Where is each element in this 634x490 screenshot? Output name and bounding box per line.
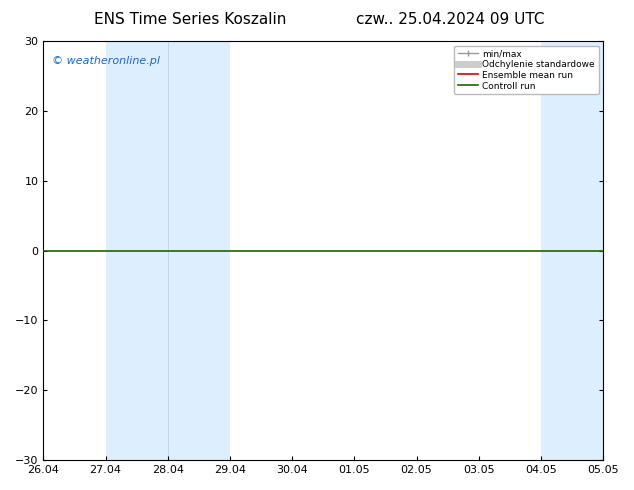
Bar: [541, 41, 603, 460]
Legend: min/max, Odchylenie standardowe, Ensemble mean run, Controll run: min/max, Odchylenie standardowe, Ensembl…: [455, 46, 598, 94]
Text: czw.. 25.04.2024 09 UTC: czw.. 25.04.2024 09 UTC: [356, 12, 545, 27]
Bar: [106, 41, 230, 460]
Text: ENS Time Series Koszalin: ENS Time Series Koszalin: [94, 12, 287, 27]
Text: © weatheronline.pl: © weatheronline.pl: [52, 56, 160, 66]
